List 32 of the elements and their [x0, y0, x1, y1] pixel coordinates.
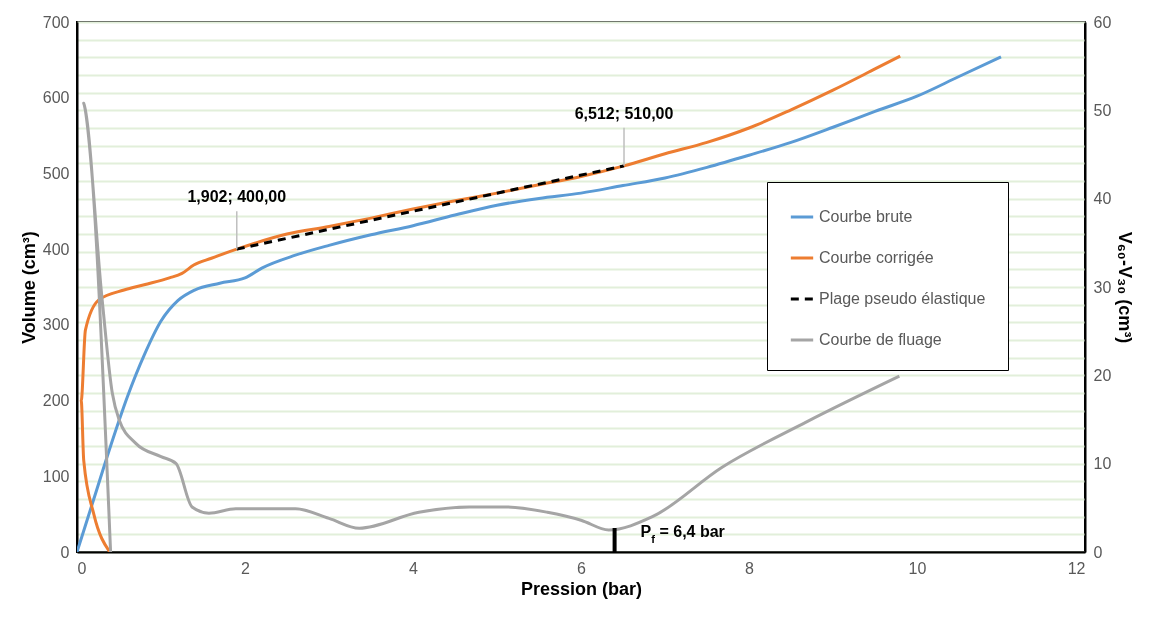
x-tick-label: 6	[577, 559, 587, 577]
y2-axis-title: V₆₀-V₃₀ (cm³)	[1115, 231, 1136, 344]
y2-tick-label: 60	[1093, 13, 1112, 31]
y2-tick-label: 40	[1093, 190, 1112, 208]
y-tick-label: 100	[42, 467, 70, 485]
x-tick-label: 8	[745, 559, 755, 577]
x-tick-label: 2	[241, 559, 251, 577]
y-tick-label: 0	[60, 543, 70, 561]
legend-label: Plage pseudo élastique	[819, 290, 986, 307]
x-tick-label: 12	[1067, 559, 1086, 577]
y2-tick-label: 50	[1093, 101, 1112, 119]
y2-tick-label: 20	[1093, 366, 1112, 384]
y-tick-label: 700	[42, 13, 70, 31]
legend-label: Courbe corrigée	[819, 249, 934, 266]
x-tick-label: 10	[908, 559, 927, 577]
y2-tick-label: 10	[1093, 455, 1112, 473]
legend-label: Courbe brute	[819, 208, 913, 225]
annotation: 6,512; 510,00	[574, 104, 674, 122]
y-axis-title: Volume (cm³)	[18, 231, 39, 344]
y-tick-label: 600	[42, 89, 70, 107]
legend-label: Courbe de fluage	[819, 331, 942, 348]
y-tick-label: 200	[42, 392, 70, 410]
ref-line-label: P$_{f}$ = 6,4 bar	[640, 523, 725, 545]
x-axis-title: Pression (bar)	[520, 578, 643, 599]
x-tick-label: 0	[77, 559, 87, 577]
x-tick-label: 4	[409, 559, 419, 577]
y-tick-label: 400	[42, 240, 70, 258]
y2-tick-label: 0	[1093, 543, 1103, 561]
y-tick-label: 300	[42, 316, 70, 334]
y-tick-label: 500	[42, 164, 70, 182]
annotation: 1,902; 400,00	[187, 188, 287, 206]
y2-tick-label: 30	[1093, 278, 1112, 296]
